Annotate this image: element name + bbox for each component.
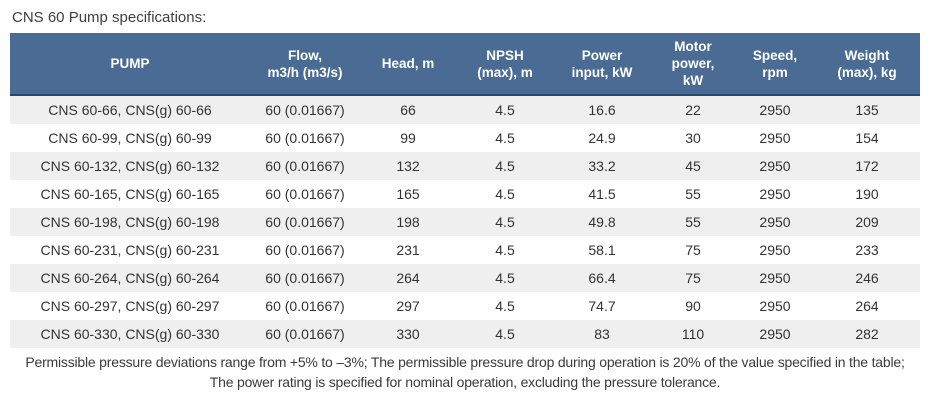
table-body: CNS 60-66, CNS(g) 60-66 60 (0.01667) 66 4.5… xyxy=(10,95,920,348)
table-cell-speed: 2950 xyxy=(759,242,791,258)
table-cell-speed: 2950 xyxy=(759,186,791,202)
table-cell-head: 297 xyxy=(396,298,420,314)
table-cell-head: 165 xyxy=(396,186,420,202)
column-header-pump: PUMP xyxy=(10,33,250,96)
table-cell-npsh: 4.5 xyxy=(495,298,515,314)
table-cell-motor-power: 110 xyxy=(681,326,705,342)
table-cell-weight: 154 xyxy=(855,130,879,146)
table-cell-pump: CNS 60-264, CNS(g) 60-264 xyxy=(40,270,220,286)
table-cell-npsh: 4.5 xyxy=(495,214,515,230)
table-cell-power-input: 58.1 xyxy=(588,242,616,258)
table-cell-flow: 60 (0.01667) xyxy=(265,158,345,174)
table-cell-speed: 2950 xyxy=(759,102,791,118)
table-cell-motor-power: 30 xyxy=(685,130,701,146)
table-cell-head: 66 xyxy=(400,102,416,118)
table-cell-speed: 2950 xyxy=(759,270,791,286)
table-cell-weight: 264 xyxy=(855,298,879,314)
table-cell-head: 198 xyxy=(396,214,420,230)
table-cell-weight: 233 xyxy=(855,242,879,258)
table-cell-flow: 60 (0.01667) xyxy=(265,186,345,202)
table-cell-power-input: 83 xyxy=(594,326,610,342)
column-header-speed: Speed, rpm xyxy=(736,33,814,96)
table-cell-npsh: 4.5 xyxy=(495,270,515,286)
table-cell-weight: 190 xyxy=(855,186,879,202)
table-cell-npsh: 4.5 xyxy=(495,130,515,146)
footnote-text: Permissible pressure deviations range fr… xyxy=(25,354,905,390)
table-cell-speed: 2950 xyxy=(759,130,791,146)
table-cell-pump: CNS 60-297, CNS(g) 60-297 xyxy=(40,298,220,314)
table-cell-pump: CNS 60-66, CNS(g) 60-66 xyxy=(48,102,212,118)
table-cell-weight: 282 xyxy=(855,326,879,342)
table-cell-power-input: 24.9 xyxy=(588,130,616,146)
table-cell-motor-power: 55 xyxy=(685,186,701,202)
table-header-row: PUMP Flow, m3/h (m3/s) Head, m NPSH (max), … xyxy=(10,33,920,96)
table-cell-weight: 246 xyxy=(855,270,879,286)
table-cell-head: 264 xyxy=(396,270,420,286)
table-row: CNS 60-99, CNS(g) 60-99 60 (0.01667) 99 4.5… xyxy=(10,124,920,152)
table-row: CNS 60-132, CNS(g) 60-132 60 (0.01667) 132… xyxy=(10,152,920,180)
table-cell-npsh: 4.5 xyxy=(495,158,515,174)
table-cell-power-input: 74.7 xyxy=(588,298,616,314)
table-cell-weight: 135 xyxy=(855,102,879,118)
table-row: CNS 60-231, CNS(g) 60-231 60 (0.01667) 231… xyxy=(10,236,920,264)
table-cell-npsh: 4.5 xyxy=(495,326,515,342)
table-row: CNS 60-198, CNS(g) 60-198 60 (0.01667) 198… xyxy=(10,208,920,236)
column-header-power-input: Power input, kW xyxy=(554,33,650,96)
table-cell-motor-power: 22 xyxy=(685,102,701,118)
table-cell-power-input: 66.4 xyxy=(588,270,616,286)
table-cell-pump: CNS 60-330, CNS(g) 60-330 xyxy=(40,326,220,342)
table-cell-motor-power: 90 xyxy=(685,298,701,314)
table-cell-motor-power: 45 xyxy=(685,158,701,174)
table-cell-speed: 2950 xyxy=(759,214,791,230)
table-cell-power-input: 33.2 xyxy=(588,158,616,174)
table-cell-head: 231 xyxy=(396,242,420,258)
column-header-weight: Weight (max), kg xyxy=(814,33,920,96)
table-cell-motor-power: 75 xyxy=(685,242,701,258)
table-cell-pump: CNS 60-132, CNS(g) 60-132 xyxy=(40,158,220,174)
table-cell-pump: CNS 60-231, CNS(g) 60-231 xyxy=(40,242,220,258)
table-cell-motor-power: 75 xyxy=(685,270,701,286)
table-cell-pump: CNS 60-165, CNS(g) 60-165 xyxy=(40,186,220,202)
column-header-motor-power: Motor power, kW xyxy=(650,33,736,96)
pump-specs-table: PUMP Flow, m3/h (m3/s) Head, m NPSH (max), … xyxy=(10,33,920,348)
table-cell-speed: 2950 xyxy=(759,326,791,342)
table-row: CNS 60-297, CNS(g) 60-297 60 (0.01667) 297… xyxy=(10,292,920,320)
table-cell-head: 330 xyxy=(396,326,420,342)
table-row: CNS 60-66, CNS(g) 60-66 60 (0.01667) 66 4.5… xyxy=(10,95,920,124)
table-cell-head: 132 xyxy=(396,158,420,174)
table-row: CNS 60-165, CNS(g) 60-165 60 (0.01667) 165… xyxy=(10,180,920,208)
table-cell-speed: 2950 xyxy=(759,298,791,314)
table-cell-flow: 60 (0.01667) xyxy=(265,326,345,342)
table-cell-head: 99 xyxy=(400,130,416,146)
table-cell-flow: 60 (0.01667) xyxy=(265,242,345,258)
table-cell-motor-power: 55 xyxy=(685,214,701,230)
table-cell-npsh: 4.5 xyxy=(495,102,515,118)
table-cell-pump: CNS 60-198, CNS(g) 60-198 xyxy=(40,214,220,230)
table-cell-flow: 60 (0.01667) xyxy=(265,102,345,118)
page-title: CNS 60 Pump specifications: xyxy=(12,9,207,26)
table-cell-power-input: 16.6 xyxy=(588,102,616,118)
table-cell-npsh: 4.5 xyxy=(495,186,515,202)
column-header-head: Head, m xyxy=(360,33,456,96)
table-cell-pump: CNS 60-99, CNS(g) 60-99 xyxy=(48,130,212,146)
column-header-npsh: NPSH (max), m xyxy=(456,33,554,96)
column-header-flow: Flow, m3/h (m3/s) xyxy=(250,33,360,96)
table-cell-weight: 209 xyxy=(855,214,879,230)
table-cell-flow: 60 (0.01667) xyxy=(265,130,345,146)
table-cell-power-input: 49.8 xyxy=(588,214,616,230)
table-cell-flow: 60 (0.01667) xyxy=(265,298,345,314)
table-cell-npsh: 4.5 xyxy=(495,242,515,258)
table-cell-flow: 60 (0.01667) xyxy=(265,270,345,286)
table-cell-power-input: 41.5 xyxy=(588,186,616,202)
table-row: CNS 60-264, CNS(g) 60-264 60 (0.01667) 264… xyxy=(10,264,920,292)
table-cell-weight: 172 xyxy=(855,158,879,174)
table-row: CNS 60-330, CNS(g) 60-330 60 (0.01667) 330… xyxy=(10,320,920,348)
table-cell-flow: 60 (0.01667) xyxy=(265,214,345,230)
table-cell-speed: 2950 xyxy=(759,158,791,174)
